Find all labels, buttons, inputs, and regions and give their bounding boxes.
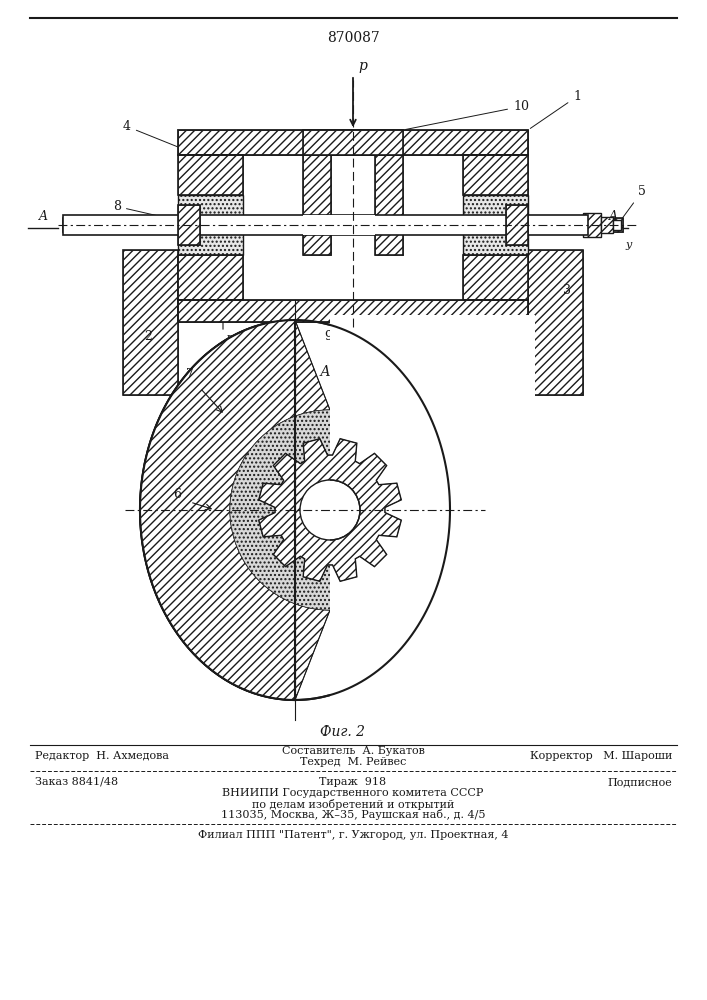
Circle shape bbox=[230, 410, 430, 610]
Bar bbox=[583, 213, 601, 237]
Bar bbox=[303, 130, 403, 155]
Text: Корректор   М. Шароши: Корректор М. Шароши bbox=[530, 751, 672, 761]
Text: Техред  М. Рейвес: Техред М. Рейвес bbox=[300, 757, 407, 767]
Text: 5: 5 bbox=[623, 185, 646, 218]
Text: Фиг. 1: Фиг. 1 bbox=[361, 344, 406, 358]
Bar bbox=[463, 155, 528, 195]
Polygon shape bbox=[259, 439, 402, 581]
Bar bbox=[178, 205, 200, 245]
Bar bbox=[178, 195, 243, 255]
Text: Составитель  А. Букатов: Составитель А. Букатов bbox=[281, 746, 424, 756]
Text: A: A bbox=[38, 210, 47, 223]
Text: 870087: 870087 bbox=[327, 31, 380, 45]
Text: ВНИИПИ Государственного комитета СССР: ВНИИПИ Государственного комитета СССР bbox=[222, 788, 484, 798]
Bar bbox=[463, 255, 528, 300]
Polygon shape bbox=[259, 439, 402, 581]
Bar bbox=[63, 218, 123, 232]
Ellipse shape bbox=[140, 320, 450, 700]
Bar bbox=[178, 255, 243, 300]
Text: Заказ 8841/48: Заказ 8841/48 bbox=[35, 777, 118, 787]
Bar bbox=[506, 205, 528, 245]
Text: Тираж  918: Тираж 918 bbox=[320, 777, 387, 787]
Text: p: p bbox=[358, 59, 367, 73]
Bar bbox=[528, 250, 583, 395]
Circle shape bbox=[300, 480, 360, 540]
Bar bbox=[63, 218, 123, 232]
Bar bbox=[123, 250, 178, 395]
Bar bbox=[601, 217, 613, 233]
Text: 2: 2 bbox=[144, 330, 152, 343]
Circle shape bbox=[300, 480, 360, 540]
Text: 4: 4 bbox=[123, 120, 195, 154]
Bar bbox=[613, 220, 621, 230]
Polygon shape bbox=[140, 320, 295, 700]
Text: Филиал ППП "Патент", г. Ужгород, ул. Проектная, 4: Филиал ППП "Патент", г. Ужгород, ул. Про… bbox=[198, 830, 508, 840]
Bar bbox=[178, 130, 528, 155]
Bar bbox=[601, 217, 613, 233]
Text: 9: 9 bbox=[324, 330, 332, 343]
Bar bbox=[583, 213, 601, 237]
Bar bbox=[303, 155, 331, 255]
Text: по делам изобретений и открытий: по делам изобретений и открытий bbox=[252, 798, 454, 810]
Text: /2: /2 bbox=[232, 337, 242, 346]
Bar bbox=[463, 195, 528, 255]
Bar bbox=[583, 218, 623, 232]
Bar bbox=[528, 250, 583, 395]
Bar bbox=[178, 300, 528, 322]
Text: Подписное: Подписное bbox=[607, 777, 672, 787]
Bar bbox=[178, 155, 243, 195]
Bar bbox=[178, 130, 528, 155]
Text: 10: 10 bbox=[406, 100, 529, 129]
Bar bbox=[178, 155, 243, 195]
Bar bbox=[375, 155, 403, 255]
Bar bbox=[63, 215, 588, 235]
Bar bbox=[178, 205, 200, 245]
Bar bbox=[330, 315, 535, 705]
Bar bbox=[583, 218, 623, 232]
Text: A: A bbox=[609, 210, 617, 223]
Bar bbox=[375, 155, 403, 255]
Bar bbox=[463, 195, 528, 255]
Text: 6: 6 bbox=[173, 488, 181, 502]
Bar bbox=[463, 255, 528, 300]
Bar bbox=[463, 155, 528, 195]
Polygon shape bbox=[140, 320, 330, 700]
Text: 8: 8 bbox=[113, 200, 195, 224]
Bar bbox=[303, 155, 331, 255]
Text: Фиг. 2: Фиг. 2 bbox=[320, 725, 366, 739]
Text: D: D bbox=[485, 335, 494, 345]
Text: 3: 3 bbox=[563, 284, 571, 296]
Polygon shape bbox=[140, 320, 295, 700]
Text: А – А: А – А bbox=[295, 365, 332, 379]
Text: y: y bbox=[625, 240, 631, 250]
Bar bbox=[178, 300, 528, 322]
Text: Редактор  Н. Ахмедова: Редактор Н. Ахмедова bbox=[35, 751, 169, 761]
Bar bbox=[303, 215, 375, 235]
Text: D: D bbox=[225, 335, 234, 345]
Bar bbox=[506, 205, 528, 245]
Bar bbox=[123, 250, 178, 395]
Bar bbox=[303, 130, 403, 155]
Bar bbox=[178, 195, 243, 255]
Text: 7: 7 bbox=[186, 368, 194, 381]
Bar bbox=[178, 255, 243, 300]
Text: 1: 1 bbox=[530, 90, 581, 128]
Text: 113035, Москва, Ж–35, Раушская наб., д. 4/5: 113035, Москва, Ж–35, Раушская наб., д. … bbox=[221, 810, 485, 820]
Text: /2: /2 bbox=[492, 337, 501, 346]
